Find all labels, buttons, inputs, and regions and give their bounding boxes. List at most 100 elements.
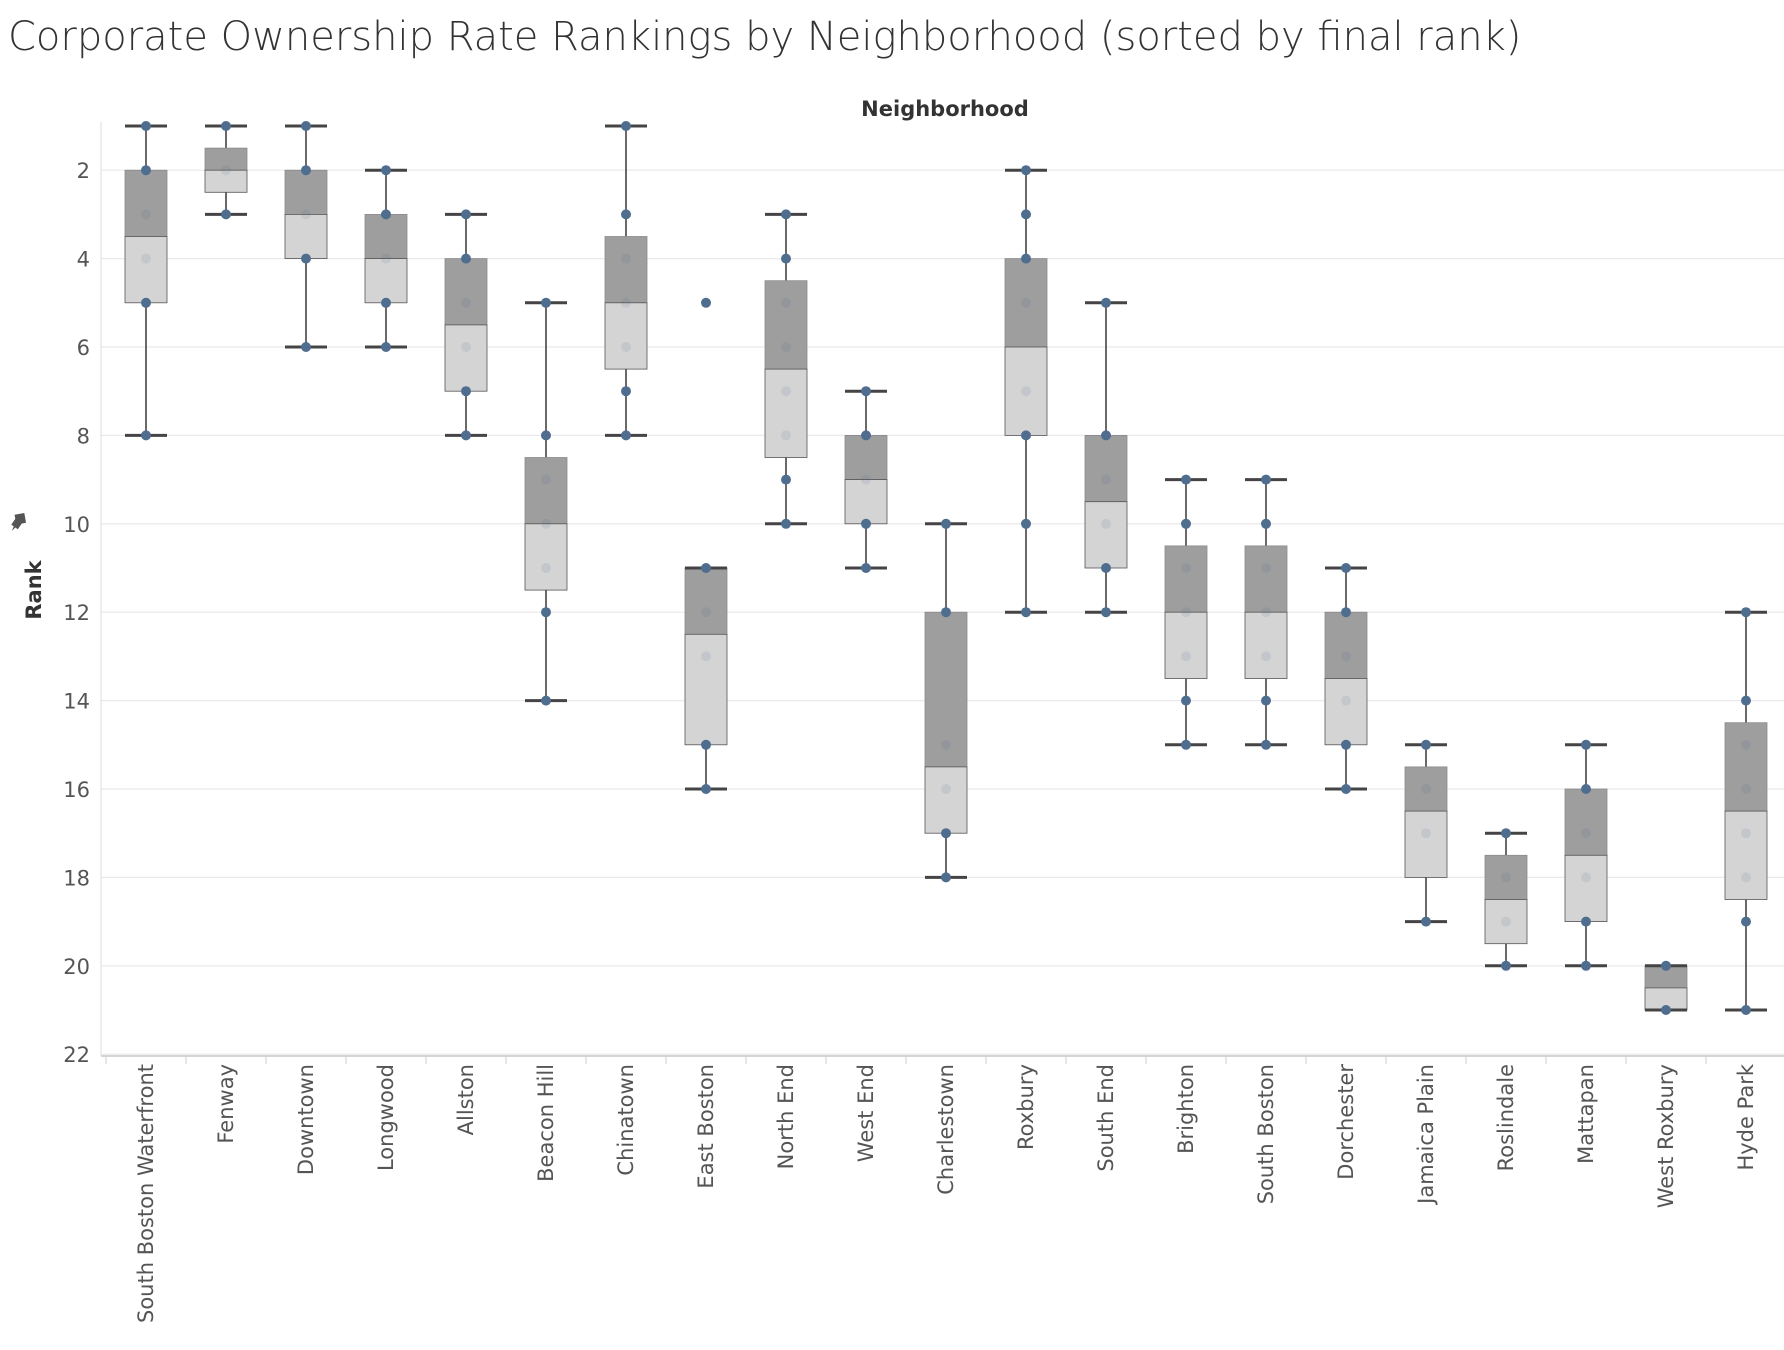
data-point [621, 209, 631, 220]
data-point [861, 430, 871, 441]
data-point [1661, 960, 1671, 971]
y-tick-label: 8 [77, 424, 90, 448]
data-point [1021, 386, 1031, 397]
data-point [941, 784, 951, 794]
box-lower [204, 169, 248, 193]
box-allston [444, 209, 488, 441]
data-point [1501, 828, 1511, 839]
data-point [1501, 960, 1511, 971]
data-point [1181, 563, 1191, 573]
data-point [1181, 518, 1191, 529]
data-point [1421, 739, 1431, 750]
box-mattapan [1564, 739, 1608, 971]
box-lower [524, 523, 568, 591]
box-lower [924, 766, 968, 834]
box-lower [364, 258, 408, 304]
box-north-end [764, 209, 808, 529]
box-upper [444, 258, 488, 326]
box-lower [1164, 611, 1208, 679]
pin-icon[interactable] [6, 509, 30, 535]
data-point [301, 342, 311, 352]
boxes [124, 121, 1768, 1015]
y-tick-label: 4 [77, 248, 90, 272]
data-point [461, 342, 471, 352]
data-point [1021, 430, 1031, 441]
data-point [1741, 872, 1751, 883]
box-upper [364, 213, 408, 259]
box-lower [604, 302, 648, 370]
box-upper [844, 434, 888, 480]
y-tick-label: 14 [63, 690, 90, 714]
x-category-label: East Boston [694, 1064, 718, 1189]
data-point [941, 872, 951, 883]
y-tick-label: 22 [63, 1043, 90, 1067]
data-point [1021, 297, 1031, 308]
data-point [1741, 916, 1751, 927]
data-point [1181, 695, 1191, 706]
box-lower [764, 368, 808, 458]
box-upper [684, 567, 728, 635]
data-point [381, 209, 391, 220]
data-point [301, 209, 311, 220]
y-tick-label: 10 [63, 513, 90, 537]
data-point [701, 784, 711, 794]
data-point [461, 297, 471, 308]
data-point [1501, 916, 1511, 927]
box-upper [1244, 545, 1288, 613]
box-lower [444, 324, 488, 392]
x-category-label: Brighton [1174, 1064, 1198, 1154]
data-point [1261, 563, 1271, 573]
data-point [1101, 474, 1111, 485]
data-point [1501, 872, 1511, 883]
box-lower [1084, 501, 1128, 569]
data-point [1181, 474, 1191, 485]
data-point [1741, 739, 1751, 750]
data-point [1661, 1005, 1671, 1015]
box-south-boston [1244, 474, 1288, 750]
x-category-label: Longwood [374, 1064, 398, 1171]
box-hyde-park [1724, 607, 1768, 1015]
data-point [461, 209, 471, 220]
x-category-label: Dorchester [1334, 1064, 1358, 1180]
box-lower [1244, 611, 1288, 679]
y-tick-label: 12 [63, 601, 90, 625]
data-point [1741, 695, 1751, 706]
box-upper [1004, 258, 1048, 348]
data-point [1341, 563, 1351, 573]
data-point [1421, 828, 1431, 839]
data-point [861, 563, 871, 573]
data-point [541, 563, 551, 573]
data-point [621, 430, 631, 441]
box-roslindale [1484, 828, 1528, 971]
data-point [861, 386, 871, 397]
data-point [1581, 916, 1591, 927]
data-point [781, 474, 791, 485]
data-point [1261, 607, 1271, 618]
data-point [1101, 607, 1111, 618]
data-point [1021, 253, 1031, 264]
data-point [781, 253, 791, 264]
category-labels: South Boston Waterfront Fenway Downtown Lon… [134, 1063, 1758, 1323]
box-upper [1404, 766, 1448, 812]
data-point [461, 253, 471, 264]
y-tick-label: 2 [77, 159, 90, 183]
box-upper [924, 611, 968, 768]
data-point [381, 297, 391, 308]
data-point [621, 342, 631, 352]
box-upper [524, 457, 568, 525]
box-charlestown [924, 518, 968, 883]
data-point [301, 165, 311, 176]
box-lower [1484, 899, 1528, 945]
box-east-boston [684, 297, 728, 794]
y-tick-label: 20 [63, 955, 90, 979]
box-lower [1404, 810, 1448, 878]
data-point [381, 165, 391, 176]
data-point [301, 253, 311, 264]
box-fenway [204, 121, 248, 220]
data-point [541, 607, 551, 618]
data-point [141, 165, 151, 176]
data-point [1181, 651, 1191, 662]
box-upper [1564, 788, 1608, 856]
data-point [781, 297, 791, 308]
